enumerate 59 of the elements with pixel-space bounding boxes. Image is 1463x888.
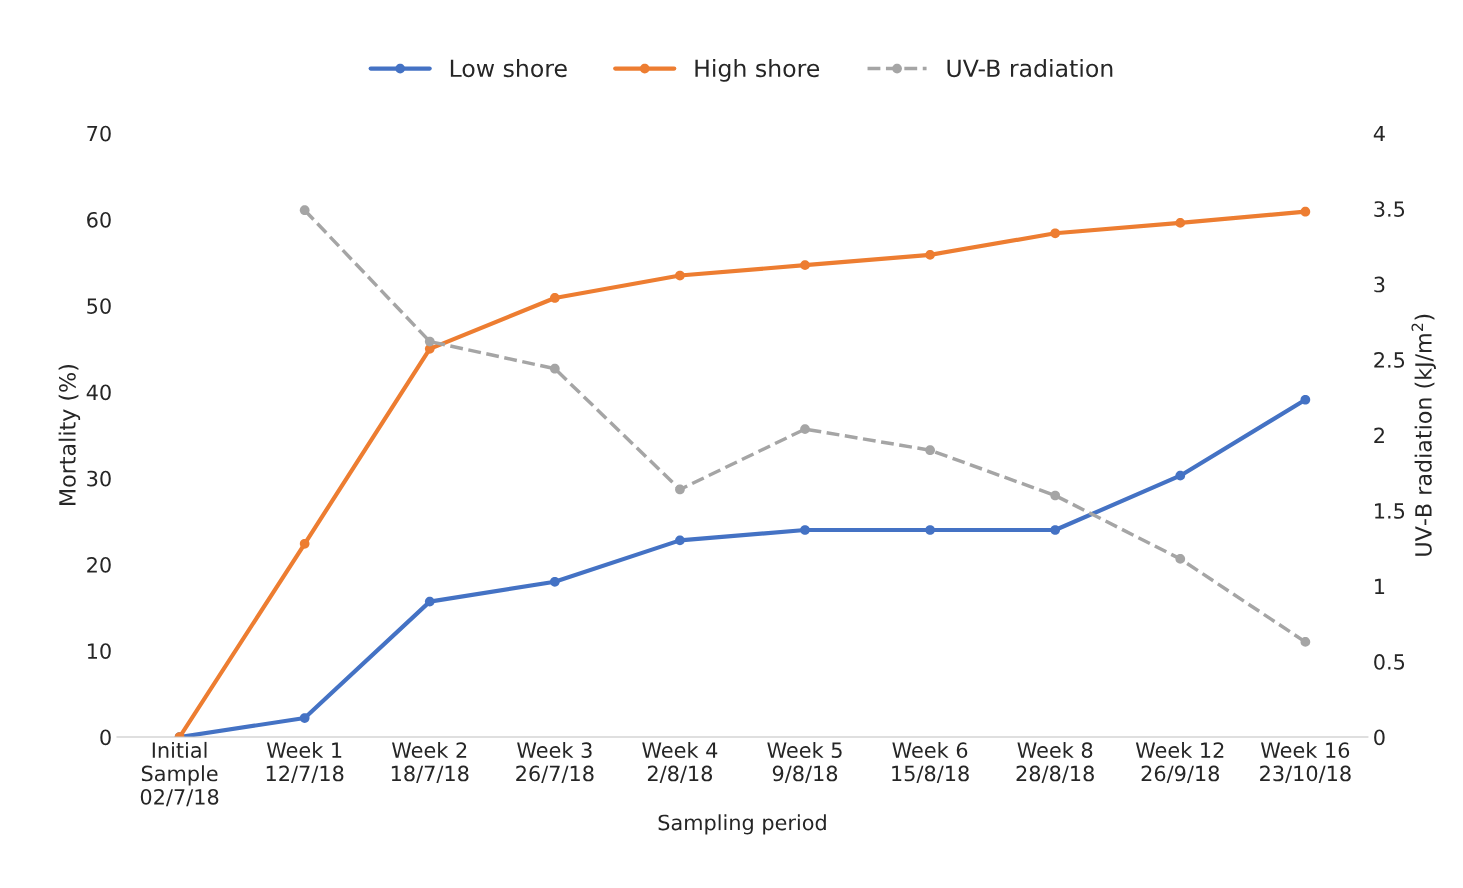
x-tick-label: Initial Sample 02/7/18 (140, 741, 219, 807)
point (800, 424, 810, 434)
x-tick-label: Week 3 26/7/18 (516, 741, 594, 783)
point (675, 535, 685, 546)
y2-tick-label: 1 (1375, 578, 1385, 594)
point (424, 596, 435, 607)
point (1175, 218, 1186, 228)
y2-axis-title: UV-B radiation (kJ/m$^{2}$) (1411, 314, 1436, 556)
point (675, 484, 685, 495)
y-tick-label: 40 (86, 384, 111, 401)
point (549, 576, 560, 587)
x-axis-title: Sampling period (658, 814, 826, 835)
y-tick-label: 0 (100, 729, 111, 746)
point (675, 270, 685, 281)
y2-tick-label: 1.5 (1375, 503, 1405, 519)
x-tick-label: Week 2 18/7/18 (391, 741, 469, 783)
x-tick-label: Week 12 26/9/18 (1135, 741, 1224, 783)
y-tick-label: 60 (87, 211, 111, 228)
point (549, 363, 560, 374)
point (1175, 470, 1186, 481)
point (299, 538, 310, 549)
point (1050, 525, 1061, 535)
x-tick-label: Week 16 23/10/18 (1260, 741, 1351, 783)
x-tick-label: Week 8 28/8/18 (1016, 741, 1094, 783)
y2-tick-label: 2 (1374, 427, 1384, 444)
y2-tick-label: 0.5 (1374, 654, 1405, 670)
legend-label: High shore (695, 58, 820, 82)
point (1050, 228, 1061, 239)
y-tick-label: 20 (87, 556, 111, 573)
x-tick-label: Week 5 9/8/18 (767, 741, 842, 783)
y-tick-label: 50 (87, 298, 111, 314)
legend-label: UV-B radiation (947, 58, 1113, 78)
legend-label: Low shore (450, 58, 567, 78)
point (925, 445, 935, 456)
x-tick-label: Week 6 15/8/18 (892, 741, 969, 783)
point (1050, 490, 1061, 501)
point (424, 336, 435, 347)
point (1175, 554, 1186, 564)
y2-tick-label: 0 (1374, 729, 1385, 746)
y2-tick-label: 3.5 (1374, 201, 1405, 217)
y-axis-title: Mortality (%) (58, 365, 81, 505)
point (800, 525, 810, 535)
point (925, 249, 935, 260)
y2-tick-label: 3 (1374, 276, 1385, 293)
point (299, 713, 310, 723)
y-tick-label: 30 (87, 470, 111, 487)
point (299, 205, 310, 216)
x-tick-label: Week 1 12/7/18 (266, 741, 344, 783)
point (549, 293, 560, 303)
point (1300, 394, 1311, 405)
point (1300, 637, 1311, 647)
x-tick-label: Week 4 2/8/18 (642, 741, 718, 783)
point (1300, 206, 1311, 217)
point (800, 260, 810, 271)
y2-tick-label: 2.5 (1374, 352, 1405, 368)
y-tick-label: 10 (87, 643, 111, 659)
y2-tick-label: 4 (1373, 125, 1385, 142)
y-tick-label: 70 (87, 125, 111, 142)
point (925, 525, 935, 535)
